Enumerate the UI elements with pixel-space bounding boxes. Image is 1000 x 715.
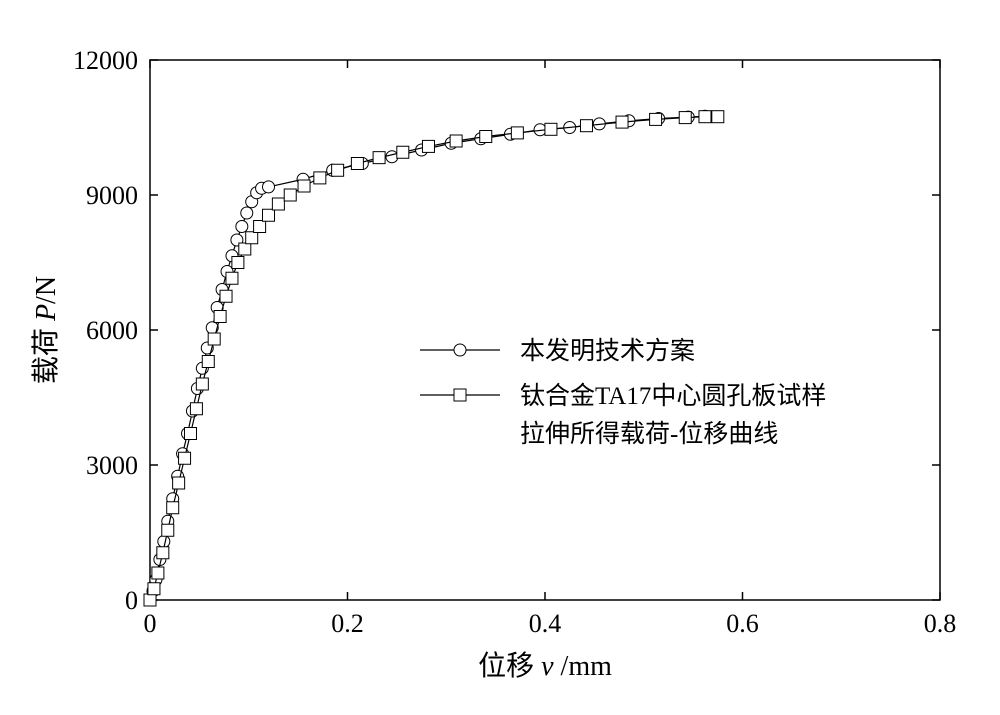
y-tick-label: 0 [125, 586, 138, 615]
y-tick-label: 9000 [86, 181, 138, 210]
x-tick-label: 0.8 [924, 609, 957, 638]
y-axis-label: 载荷 P/N [30, 276, 62, 384]
x-tick-label: 0 [144, 609, 157, 638]
y-tick-label: 3000 [86, 451, 138, 480]
x-tick-label: 0.6 [726, 609, 759, 638]
x-tick-label: 0.2 [331, 609, 364, 638]
load-displacement-chart: 0 0.2 0.4 0.6 0.8 0 3000 6000 9000 12000 位移 v /mm 载… [0, 0, 1000, 715]
legend-label-1-line2: 拉伸所得载荷-位移曲线 [520, 420, 778, 448]
legend-label-1-line1: 钛合金TA17中心圆孔板试样 [520, 382, 826, 410]
y-tick-label: 6000 [86, 316, 138, 345]
y-tick-label: 12000 [73, 46, 138, 75]
x-tick-label: 0.4 [529, 609, 562, 638]
legend-label-0: 本发明技术方案 [520, 337, 695, 365]
x-axis-label: 位移 v /mm [478, 650, 612, 682]
